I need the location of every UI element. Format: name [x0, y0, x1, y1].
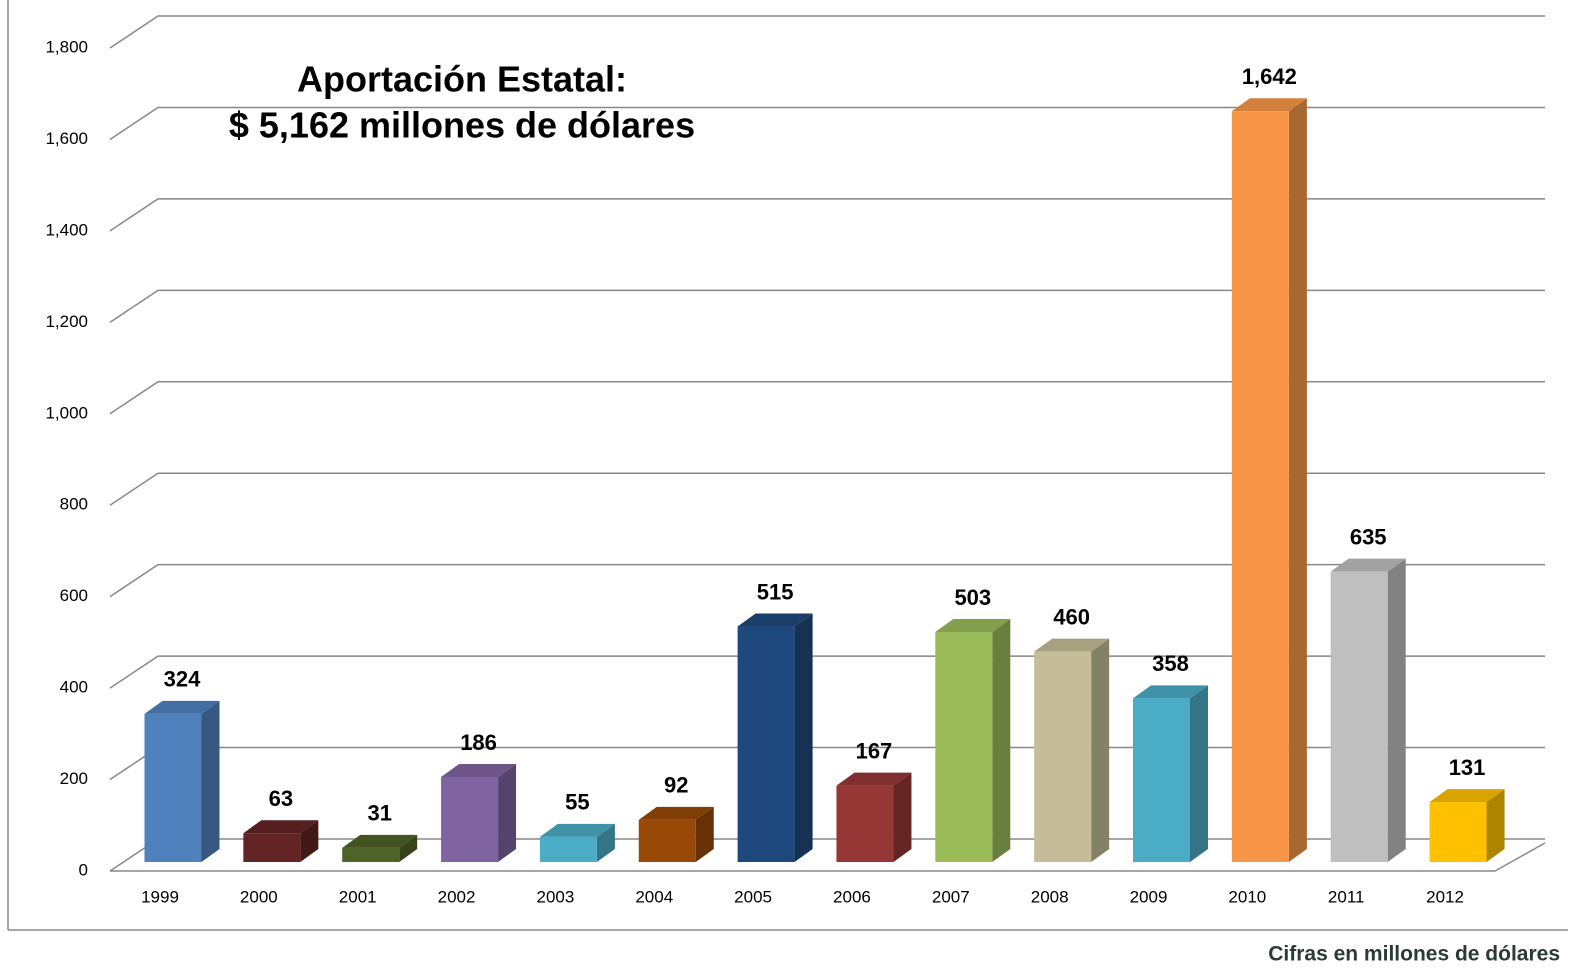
y-tick-label: 1,200	[45, 312, 88, 331]
value-label: 186	[460, 730, 497, 755]
bar	[1034, 651, 1092, 862]
bar	[836, 785, 894, 862]
bar-top	[1034, 638, 1110, 652]
y-tick-label: 1,400	[45, 220, 88, 239]
grid-line	[109, 381, 1545, 415]
bar	[342, 847, 400, 862]
grid-line	[109, 746, 1545, 781]
grid-line	[109, 198, 1545, 232]
bar-side	[399, 834, 418, 862]
y-tick-label: 0	[79, 860, 88, 879]
x-tick-label: 2001	[339, 887, 377, 906]
bar	[737, 626, 795, 862]
x-tick-label: 2007	[932, 887, 970, 906]
bar-side	[1091, 638, 1110, 862]
value-label: 131	[1449, 755, 1486, 780]
x-tick-label: 2008	[1031, 887, 1069, 906]
bar-top	[638, 806, 714, 820]
bar	[935, 632, 993, 862]
grid-line	[109, 289, 1545, 323]
value-label: 515	[757, 579, 794, 604]
value-label: 324	[164, 667, 201, 692]
bar	[144, 713, 202, 862]
caption: Cifras en millones de dólares	[1268, 943, 1560, 966]
bar-top	[1231, 98, 1307, 112]
bar	[1231, 111, 1289, 863]
y-tick-label: 1,600	[45, 129, 88, 148]
value-label: 167	[856, 738, 893, 763]
annotation: Aportación Estatal:	[297, 59, 627, 100]
annotation: $ 5,162 millones de dólares	[229, 105, 695, 146]
x-tick-label: 2012	[1426, 887, 1464, 906]
x-tick-label: 1999	[141, 887, 179, 906]
x-tick-label: 2003	[536, 887, 574, 906]
x-tick-label: 2000	[240, 887, 278, 906]
x-tick-label: 2002	[438, 887, 476, 906]
value-label: 503	[954, 585, 991, 610]
bar	[539, 836, 597, 862]
y-tick-label: 800	[60, 495, 88, 514]
floor-line	[110, 842, 1546, 872]
y-tick-label: 200	[60, 769, 88, 788]
y-tick-label: 1,800	[45, 37, 88, 56]
bar-top	[737, 613, 813, 627]
x-tick-label: 2004	[635, 887, 673, 906]
bar-top	[342, 834, 418, 848]
bar-top	[441, 763, 517, 777]
value-label: 31	[367, 801, 391, 826]
bar-side	[1387, 558, 1406, 862]
bar-side	[1288, 98, 1307, 863]
bar-side	[992, 619, 1011, 862]
value-label: 635	[1350, 524, 1387, 549]
x-tick-label: 2009	[1130, 887, 1168, 906]
x-tick-label: 2010	[1228, 887, 1266, 906]
x-tick-label: 2005	[734, 887, 772, 906]
grid-line	[109, 472, 1545, 506]
y-tick-label: 600	[60, 586, 88, 605]
value-label: 63	[269, 786, 293, 811]
bar-side	[201, 700, 220, 862]
bar	[638, 819, 696, 862]
bar	[243, 833, 301, 862]
bar	[1429, 802, 1487, 862]
bar-side	[1486, 789, 1505, 862]
bar-top	[243, 820, 319, 834]
bar-top	[144, 700, 220, 714]
bar-top	[1133, 685, 1208, 699]
value-label: 55	[565, 790, 589, 815]
bar-top	[836, 772, 912, 786]
bar	[1133, 698, 1190, 862]
value-label: 92	[664, 773, 688, 798]
bar-side	[794, 613, 813, 862]
bar-side	[695, 806, 714, 862]
bar-side	[893, 772, 912, 862]
bar-top	[1429, 789, 1505, 803]
y-tick-label: 1,000	[45, 403, 88, 422]
value-label: 460	[1053, 604, 1090, 629]
y-tick-label: 400	[60, 678, 88, 697]
grid-line	[109, 838, 1545, 872]
grid-line	[109, 106, 1545, 141]
value-label: 1,642	[1242, 64, 1297, 89]
grid-line	[109, 15, 1545, 49]
grid-line	[109, 563, 1545, 598]
bar-side	[1190, 685, 1208, 862]
bar	[1330, 571, 1388, 862]
bar-side	[300, 820, 319, 862]
bar-top	[539, 823, 615, 837]
bar-top	[935, 619, 1011, 633]
x-tick-label: 2006	[833, 887, 871, 906]
x-tick-label: 2011	[1328, 887, 1365, 906]
bar-top	[1330, 558, 1406, 572]
bar-side	[596, 823, 615, 862]
grid-line	[109, 655, 1545, 689]
bar	[441, 776, 499, 862]
value-label: 358	[1152, 651, 1189, 676]
bar-side	[498, 763, 517, 862]
